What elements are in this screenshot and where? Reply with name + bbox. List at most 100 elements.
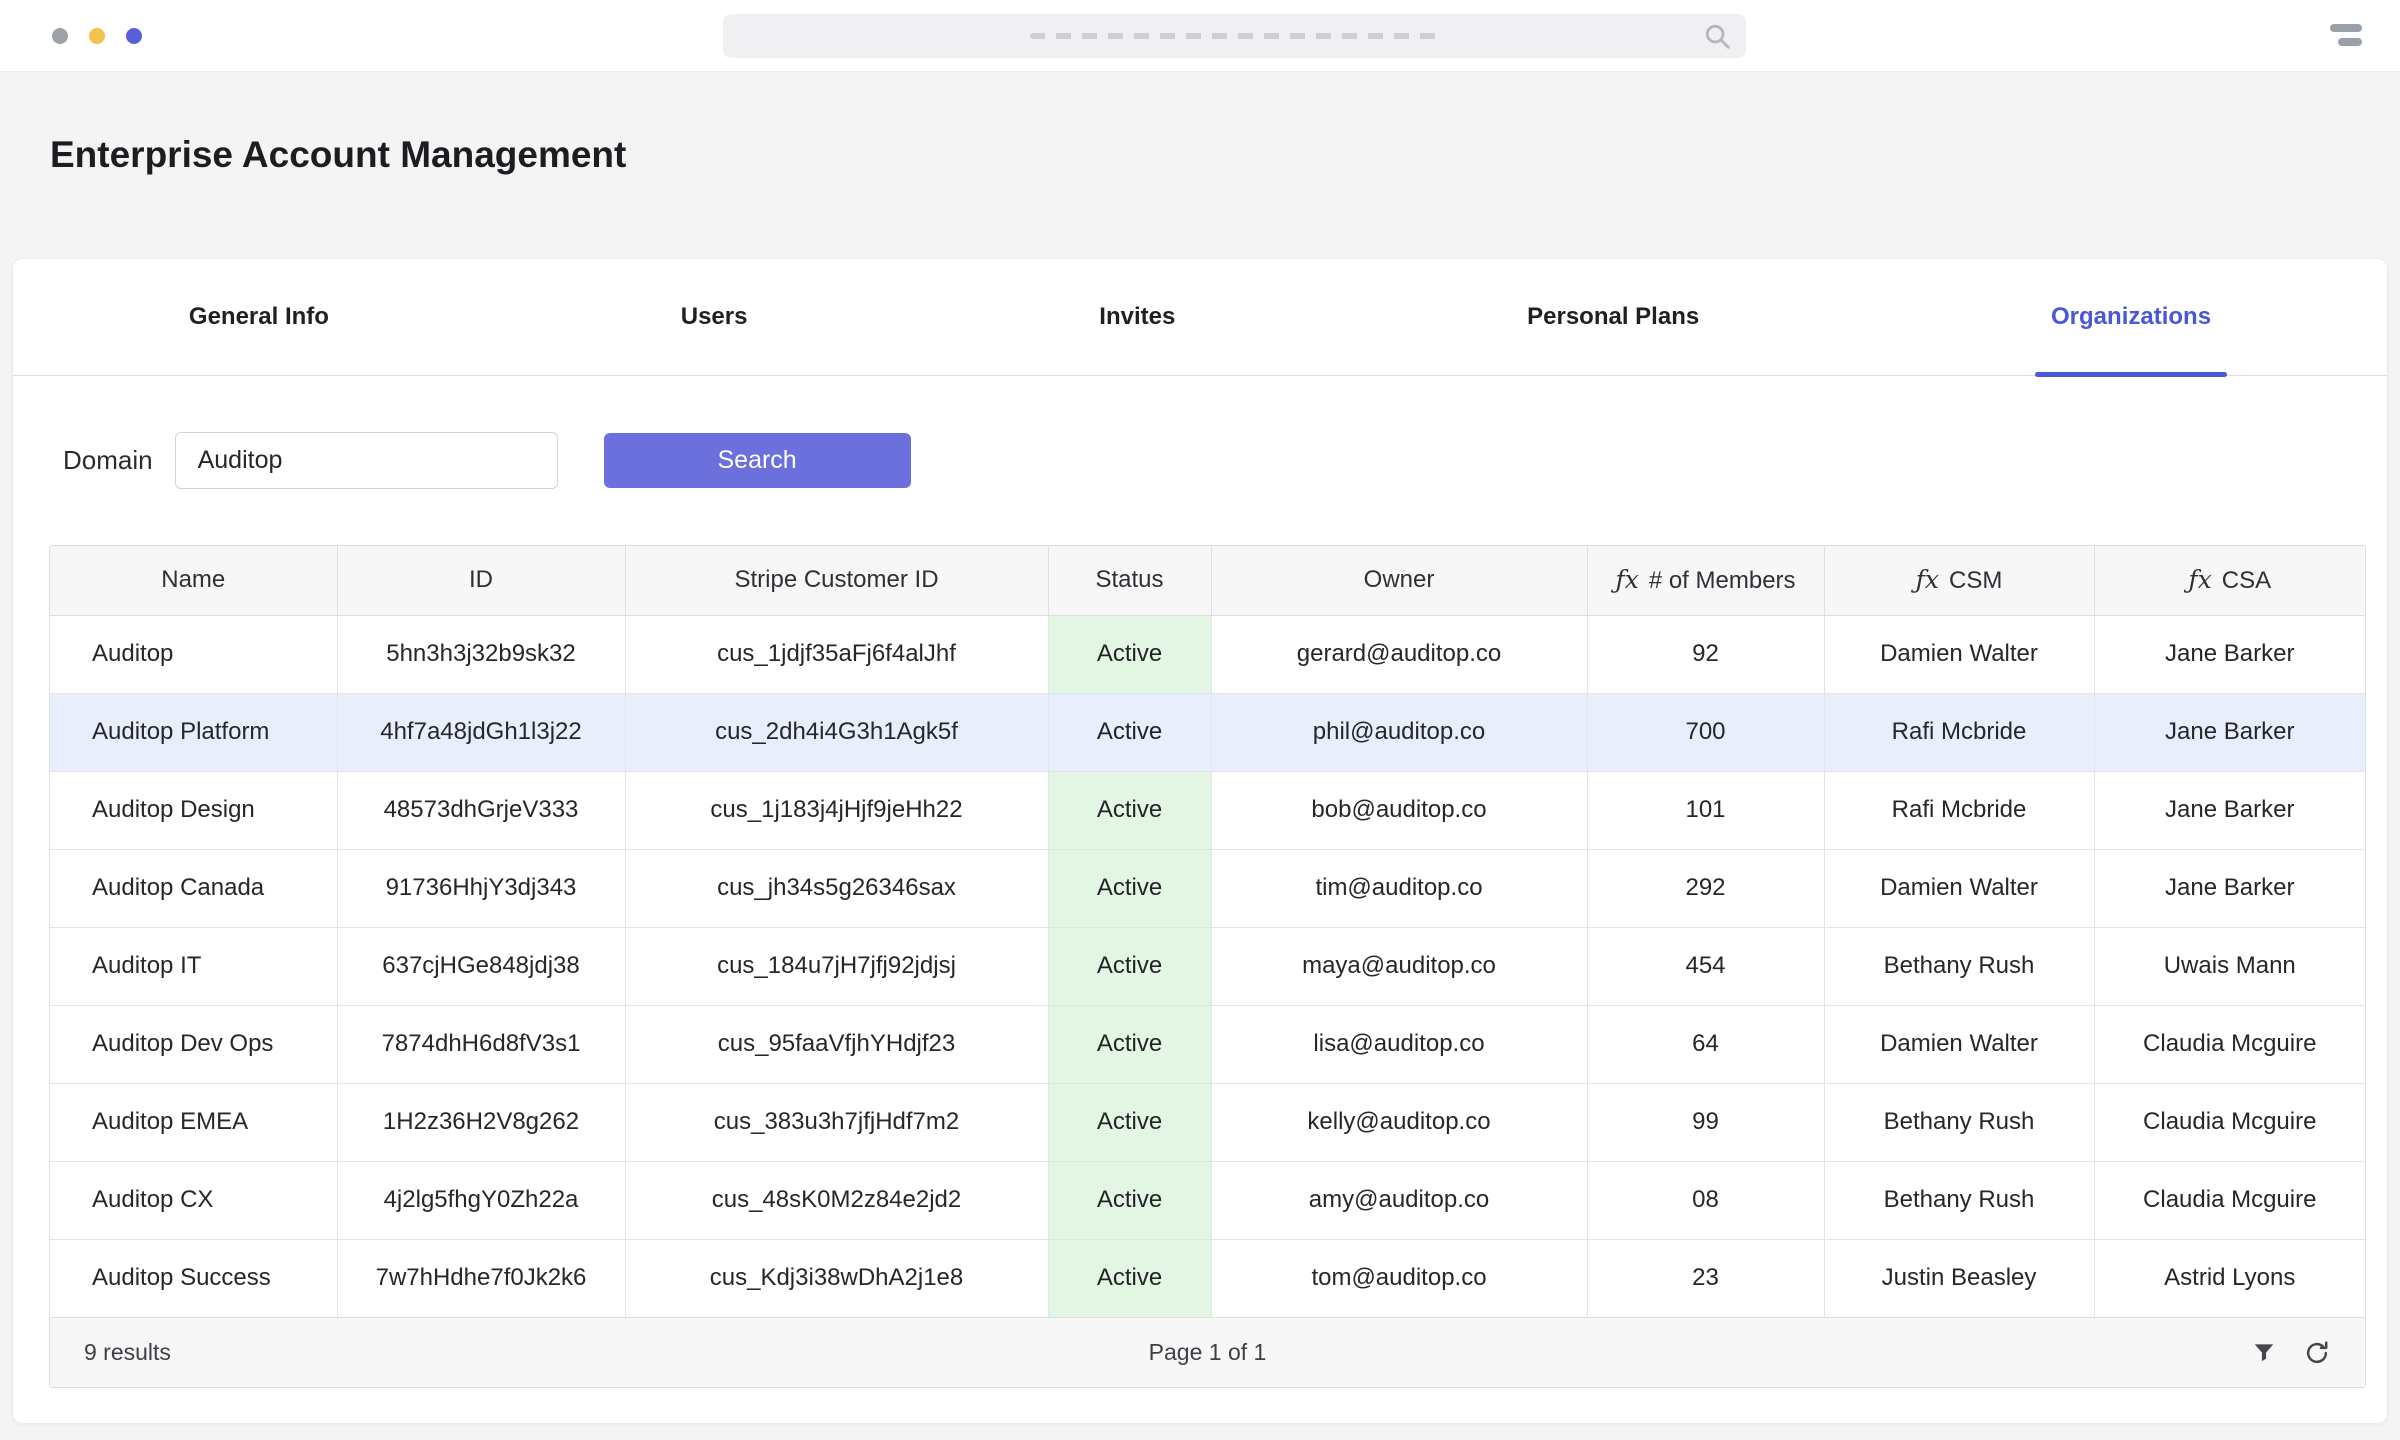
table-row[interactable]: Auditop Canada 91736HhjY3dj343 cus_jh34s5g…	[50, 849, 2365, 928]
cell-csm: Rafi Mcbride	[1824, 693, 2095, 772]
cell-owner: phil@auditop.co	[1211, 693, 1588, 772]
window-controls	[52, 27, 142, 44]
cell-csa: Uwais Mann	[2094, 927, 2365, 1006]
table-row[interactable]: Auditop Design 48573dhGrjeV333 cus_1j183j4…	[50, 771, 2365, 850]
cell-owner: lisa@auditop.co	[1211, 1005, 1588, 1084]
table-row[interactable]: Auditop 5hn3h3j32b9sk32 cus_1jdjf35aFj6f4a…	[50, 615, 2365, 694]
cell-members: 08	[1587, 1161, 1825, 1240]
cell-status: Active	[1048, 1005, 1212, 1084]
fx-formula-icon: ƒx	[1915, 565, 1939, 595]
cell-status: Active	[1048, 1239, 1212, 1317]
filter-row: Domain Search	[63, 432, 2387, 489]
cell-stripe: cus_95faaVfjhYHdjf23	[625, 1005, 1049, 1084]
tab-personal-plans[interactable]: Personal Plans	[1527, 303, 1700, 330]
cell-owner: amy@auditop.co	[1211, 1161, 1588, 1240]
column-label: ID	[469, 566, 493, 594]
cell-stripe: cus_jh34s5g26346sax	[625, 849, 1049, 928]
cell-members: 23	[1587, 1239, 1825, 1317]
column-label: Name	[161, 566, 226, 594]
cell-stripe: cus_2dh4i4G3h1Agk5f	[625, 693, 1049, 772]
cell-members: 101	[1587, 771, 1825, 850]
column-label: Stripe Customer ID	[734, 566, 939, 594]
cell-id: 7w7hHdhe7f0Jk2k6	[337, 1239, 626, 1317]
cell-csa: Claudia Mcguire	[2094, 1161, 2365, 1240]
tab-users[interactable]: Users	[680, 303, 748, 330]
cell-name: Auditop Canada	[50, 849, 338, 928]
column-header-csa: ƒx CSA	[2094, 546, 2365, 616]
tab-general-info[interactable]: General Info	[188, 303, 329, 330]
fx-formula-icon: ƒx	[2188, 565, 2212, 595]
domain-input[interactable]	[174, 432, 558, 489]
cell-csa: Jane Barker	[2094, 693, 2365, 772]
column-header-stripe-customer-id: Stripe Customer ID	[625, 546, 1049, 616]
cell-csm: Bethany Rush	[1824, 1083, 2095, 1162]
table-row[interactable]: Auditop Success 7w7hHdhe7f0Jk2k6 cus_Kdj3i…	[50, 1239, 2365, 1317]
window-dot-2[interactable]	[89, 27, 105, 44]
address-bar[interactable]	[723, 14, 1746, 58]
column-header-status: Status	[1048, 546, 1212, 616]
footer-icons	[2251, 1339, 2331, 1367]
table-row[interactable]: Auditop Dev Ops 7874dhH6d8fV3s1 cus_95faaV…	[50, 1005, 2365, 1084]
column-header-name: Name	[50, 546, 338, 616]
cell-csa: Claudia Mcguire	[2094, 1083, 2365, 1162]
table-header-row: Name ID Stripe Customer ID Status Owner ƒx # o…	[50, 546, 2365, 616]
domain-label: Domain	[63, 445, 153, 475]
cell-csm: Damien Walter	[1824, 1005, 2095, 1084]
search-icon[interactable]	[1702, 21, 1732, 51]
cell-stripe: cus_Kdj3i38wDhA2j1e8	[625, 1239, 1049, 1317]
tab-organizations[interactable]: Organizations	[2035, 259, 2228, 377]
cell-status: Active	[1048, 693, 1212, 772]
cell-csm: Bethany Rush	[1824, 1161, 2095, 1240]
fx-formula-icon: ƒx	[1615, 565, 1639, 595]
cell-stripe: cus_184u7jH7jfj92jdjsj	[625, 927, 1049, 1006]
page-title: Enterprise Account Management	[50, 134, 627, 175]
cell-name: Auditop Platform	[50, 693, 338, 772]
cell-csm: Damien Walter	[1824, 615, 2095, 694]
cell-stripe: cus_1j183j4jHjf9jeHh22	[625, 771, 1049, 850]
cell-name: Auditop CX	[50, 1161, 338, 1240]
filter-icon[interactable]	[2251, 1340, 2277, 1366]
table-row[interactable]: Auditop CX 4j2lg5fhgY0Zh22a cus_48sK0M2z84…	[50, 1161, 2365, 1240]
cell-csa: Jane Barker	[2094, 771, 2365, 850]
cell-id: 637cjHGe848jdj38	[337, 927, 626, 1006]
cell-status: Active	[1048, 1083, 1212, 1162]
column-label: # of Members	[1648, 567, 1796, 595]
column-label: CSA	[2221, 567, 2272, 595]
window-dot-3[interactable]	[126, 27, 142, 44]
table-row[interactable]: Auditop Platform 4hf7a48jdGh1l3j22 cus_2dh…	[50, 693, 2365, 772]
cell-id: 4j2lg5fhgY0Zh22a	[337, 1161, 626, 1240]
tab-invites[interactable]: Invites	[1099, 303, 1176, 330]
cell-id: 5hn3h3j32b9sk32	[337, 615, 626, 694]
cell-id: 1H2z36H2V8g262	[337, 1083, 626, 1162]
organizations-table-box: Name ID Stripe Customer ID Status Owner ƒx # o…	[49, 545, 2366, 1388]
table-row[interactable]: Auditop IT 637cjHGe848jdj38 cus_184u7jH7jf…	[50, 927, 2365, 1006]
cell-name: Auditop Design	[50, 771, 338, 850]
column-header-id: ID	[337, 546, 626, 616]
cell-name: Auditop EMEA	[50, 1083, 338, 1162]
cell-owner: tim@auditop.co	[1211, 849, 1588, 928]
cell-csa: Astrid Lyons	[2094, 1239, 2365, 1317]
cell-members: 92	[1587, 615, 1825, 694]
table-section: Name ID Stripe Customer ID Status Owner ƒx # o…	[49, 545, 2366, 1388]
cell-members: 292	[1587, 849, 1825, 928]
search-button[interactable]: Search	[603, 433, 911, 488]
organizations-table: Name ID Stripe Customer ID Status Owner ƒx # o…	[50, 546, 2365, 1317]
cell-id: 7874dhH6d8fV3s1	[337, 1005, 626, 1084]
cell-csa: Jane Barker	[2094, 849, 2365, 928]
cell-csm: Rafi Mcbride	[1824, 771, 2095, 850]
column-label: Status	[1095, 566, 1164, 594]
window-dot-1[interactable]	[52, 27, 68, 44]
cell-status: Active	[1048, 1161, 1212, 1240]
cell-id: 48573dhGrjeV333	[337, 771, 626, 850]
cell-csm: Justin Beasley	[1824, 1239, 2095, 1317]
refresh-icon[interactable]	[2303, 1339, 2331, 1367]
cell-status: Active	[1048, 849, 1212, 928]
cell-owner: maya@auditop.co	[1211, 927, 1588, 1006]
cell-name: Auditop	[50, 615, 338, 694]
server-stack-icon[interactable]	[2324, 20, 2362, 52]
cell-status: Active	[1048, 771, 1212, 850]
cell-name: Auditop Dev Ops	[50, 1005, 338, 1084]
cell-members: 64	[1587, 1005, 1825, 1084]
table-row[interactable]: Auditop EMEA 1H2z36H2V8g262 cus_383u3h7jfj…	[50, 1083, 2365, 1162]
results-count: 9 results	[84, 1339, 171, 1365]
